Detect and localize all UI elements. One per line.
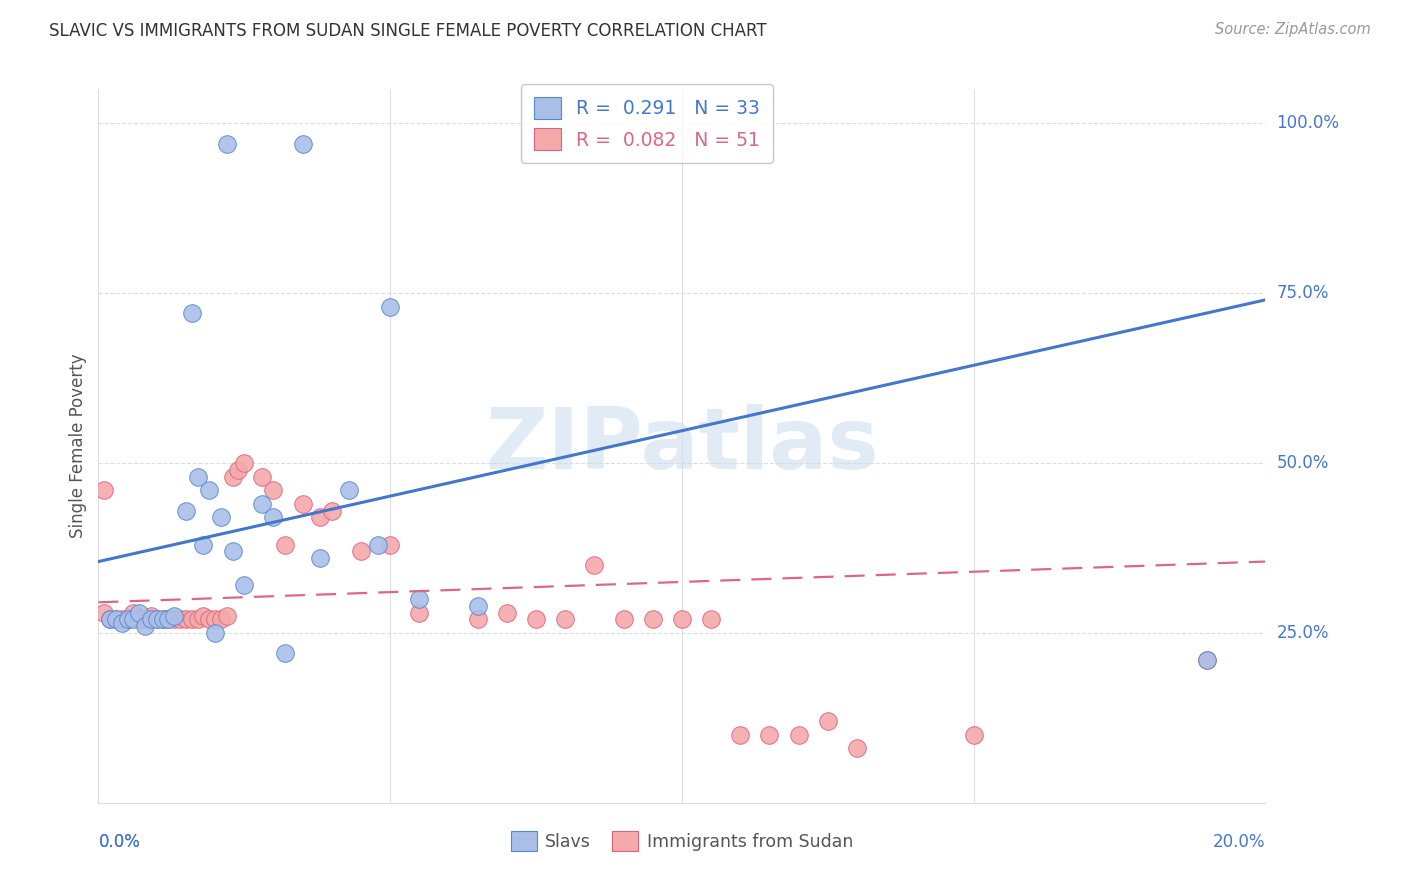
Point (233, 456, 256, 470)
Point (554, 612, 576, 626)
Point (250, 469, 273, 483)
Point (817, 714, 839, 729)
Point (111, 615, 134, 630)
Y-axis label: Single Female Poverty: Single Female Poverty (69, 354, 87, 538)
Text: Source: ZipAtlas.com: Source: ZipAtlas.com (1215, 22, 1371, 37)
Point (309, 510, 332, 524)
Point (291, 136, 314, 151)
Point (128, 606, 150, 620)
Point (174, 612, 197, 626)
Point (274, 537, 297, 551)
Point (730, 728, 752, 742)
Point (291, 497, 314, 511)
Point (467, 612, 489, 626)
Point (1195, 653, 1218, 667)
Point (250, 497, 273, 511)
Point (198, 612, 221, 626)
Point (146, 612, 169, 626)
Text: 0.0%: 0.0% (98, 833, 141, 851)
Point (193, 537, 215, 551)
Point (233, 578, 256, 592)
Point (163, 612, 186, 626)
Point (787, 728, 810, 742)
Point (180, 612, 202, 626)
Point (380, 537, 402, 551)
Point (117, 612, 139, 626)
Text: 0.0%: 0.0% (98, 833, 141, 851)
Text: 100.0%: 100.0% (1277, 114, 1340, 132)
Point (134, 612, 156, 626)
Point (128, 612, 150, 626)
Point (215, 608, 238, 623)
Point (262, 510, 284, 524)
Point (104, 612, 127, 626)
Point (174, 503, 197, 517)
Point (139, 608, 162, 623)
Point (467, 599, 489, 613)
Point (583, 558, 606, 572)
Point (146, 612, 169, 626)
Point (180, 306, 202, 320)
Point (134, 619, 156, 633)
Point (274, 646, 297, 660)
Point (309, 551, 332, 566)
Point (169, 612, 191, 626)
Point (671, 612, 693, 626)
Point (408, 606, 430, 620)
Text: 50.0%: 50.0% (1277, 454, 1329, 472)
Point (221, 469, 243, 483)
Point (98, 612, 121, 626)
Text: 75.0%: 75.0% (1277, 284, 1329, 302)
Text: 20.0%: 20.0% (1213, 833, 1265, 851)
Point (93, 483, 115, 498)
Point (321, 503, 343, 517)
Point (262, 483, 284, 498)
Point (104, 612, 127, 626)
Point (122, 612, 145, 626)
Point (152, 612, 174, 626)
Point (524, 612, 547, 626)
Point (98, 612, 121, 626)
Point (152, 612, 174, 626)
Point (380, 300, 402, 314)
Legend: Slavs, Immigrants from Sudan: Slavs, Immigrants from Sudan (503, 824, 860, 858)
Point (187, 612, 209, 626)
Point (204, 626, 226, 640)
Point (157, 612, 180, 626)
Point (337, 483, 360, 498)
Point (157, 612, 180, 626)
Text: ZIPatlas: ZIPatlas (485, 404, 879, 488)
Point (700, 612, 723, 626)
Point (228, 463, 250, 477)
Point (641, 612, 664, 626)
Point (496, 606, 519, 620)
Point (221, 544, 243, 558)
Text: SLAVIC VS IMMIGRANTS FROM SUDAN SINGLE FEMALE POVERTY CORRELATION CHART: SLAVIC VS IMMIGRANTS FROM SUDAN SINGLE F… (49, 22, 766, 40)
Point (117, 612, 139, 626)
Point (209, 510, 232, 524)
Point (204, 612, 226, 626)
Point (962, 728, 984, 742)
Point (193, 608, 215, 623)
Point (139, 612, 162, 626)
Point (350, 544, 373, 558)
Point (846, 741, 869, 756)
Point (198, 483, 221, 498)
Point (408, 591, 430, 606)
Point (122, 606, 145, 620)
Point (163, 608, 186, 623)
Text: 25.0%: 25.0% (1277, 624, 1329, 642)
Point (1195, 653, 1218, 667)
Point (215, 136, 238, 151)
Point (111, 612, 134, 626)
Point (612, 612, 634, 626)
Point (367, 537, 389, 551)
Point (209, 612, 232, 626)
Point (187, 469, 209, 483)
Point (93, 606, 115, 620)
Point (758, 728, 780, 742)
